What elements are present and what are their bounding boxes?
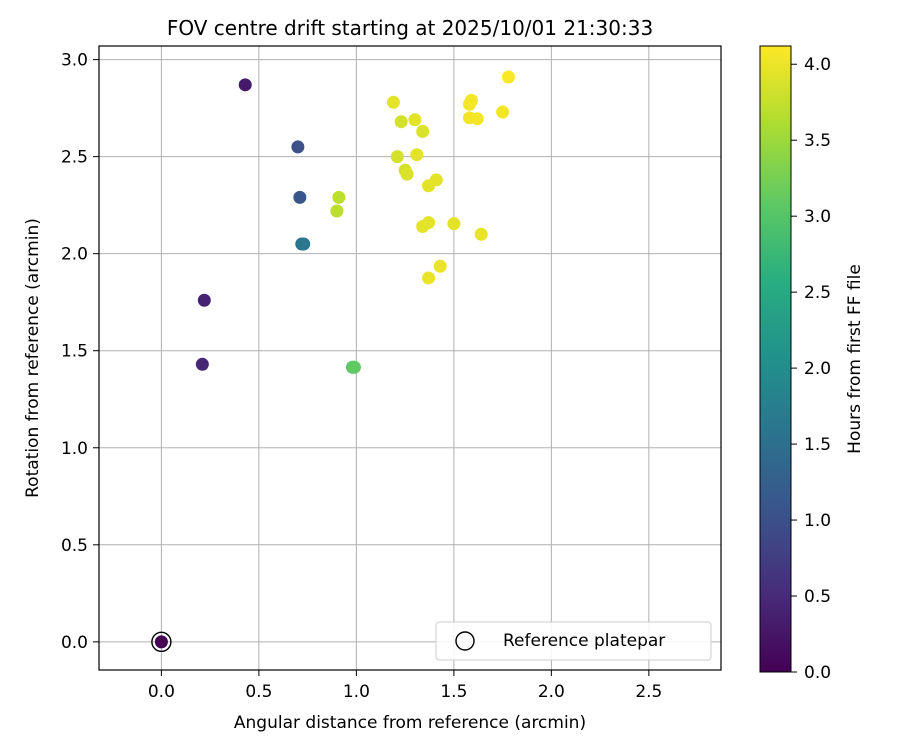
y-tick-label: 2.0: [61, 245, 88, 265]
colorbar-tick-label: 1.5: [804, 435, 831, 455]
data-point: [464, 93, 478, 107]
legend-marker: [455, 631, 475, 651]
y-tick-label: 1.0: [61, 439, 88, 459]
data-points: [151, 70, 515, 653]
data-point: [297, 237, 311, 251]
data-point: [394, 115, 408, 129]
x-axis-label: Angular distance from reference (arcmin): [234, 713, 586, 733]
x-tick-label: 0.5: [245, 682, 272, 702]
data-point: [332, 190, 346, 204]
data-point: [408, 113, 422, 127]
data-point: [347, 360, 361, 374]
y-tick-label: 2.5: [61, 148, 88, 168]
colorbar-tick-label: 0.5: [804, 587, 831, 607]
data-point: [422, 271, 436, 285]
grid: [99, 46, 721, 670]
colorbar-tick-label: 2.0: [804, 359, 831, 379]
data-point: [496, 105, 510, 119]
x-tick-label: 1.5: [440, 682, 467, 702]
data-point: [433, 259, 447, 273]
data-point: [390, 150, 404, 164]
x-tick-label: 0.0: [148, 682, 175, 702]
colorbar-tick-label: 3.5: [804, 131, 831, 151]
x-tick-label: 2.5: [635, 682, 662, 702]
y-tick-label: 0.5: [61, 536, 88, 556]
data-point: [330, 204, 344, 218]
y-axis-label: Rotation from reference (arcmin): [23, 218, 43, 498]
x-tick-label: 2.0: [538, 682, 565, 702]
x-axis-ticks: 0.0 0.5 1.0 1.5 2.0 2.5: [148, 670, 662, 702]
data-point: [416, 124, 430, 138]
data-point: [501, 70, 515, 84]
colorbar: 0.0 0.5 1.0 1.5 2.0 2.5 3.0 3.5 4.0 Hours from f…: [759, 45, 865, 683]
y-tick-label: 1.5: [61, 342, 88, 362]
colorbar-tick-label: 4.0: [804, 55, 831, 75]
data-point: [447, 217, 461, 231]
data-point: [470, 112, 484, 126]
data-point: [197, 293, 211, 307]
plot-frame: [98, 45, 722, 671]
colorbar-ticks: 0.0 0.5 1.0 1.5 2.0 2.5 3.0 3.5 4.0: [791, 55, 831, 683]
colorbar-tick-label: 3.0: [804, 207, 831, 227]
colorbar-tick-label: 0.0: [804, 663, 831, 683]
data-point: [195, 357, 209, 371]
legend-label: Reference platepar: [503, 631, 665, 651]
y-tick-label: 0.0: [61, 633, 88, 653]
data-point: [416, 220, 430, 234]
data-point: [291, 140, 305, 154]
colorbar-tick-label: 2.5: [804, 283, 831, 303]
colorbar-tick-label: 1.0: [804, 511, 831, 531]
y-axis-ticks: 0.0 0.5 1.0 1.5 2.0 2.5 3.0: [61, 51, 99, 653]
colorbar-label: Hours from first FF file: [845, 264, 865, 454]
data-point: [429, 173, 443, 187]
data-point: [474, 227, 488, 241]
data-point: [386, 95, 400, 109]
reference-marker: [151, 631, 172, 653]
y-tick-label: 3.0: [61, 51, 88, 71]
legend-frame: [435, 621, 712, 661]
data-point: [154, 635, 168, 649]
data-point: [410, 148, 424, 162]
colorbar-gradient: [759, 45, 792, 673]
data-point: [238, 78, 252, 92]
chart-title: FOV centre drift starting at 2025/10/01 …: [167, 16, 653, 40]
data-point: [293, 190, 307, 204]
legend: Reference platepar: [435, 621, 712, 661]
data-point: [400, 167, 414, 181]
x-tick-label: 1.0: [343, 682, 370, 702]
